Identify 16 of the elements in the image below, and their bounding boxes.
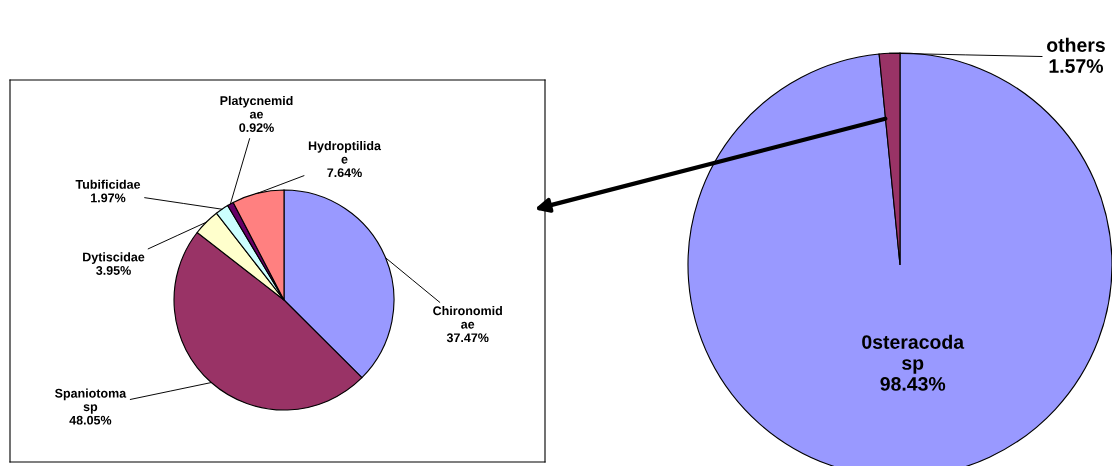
data-label: 1.97% (91, 193, 126, 203)
data-label: 98.43% (880, 377, 946, 391)
slice-label: Platycnemid ae (220, 95, 293, 119)
slice-label: Hydroptilida e (308, 141, 382, 164)
slice-label: Spaniotoma sp (54, 388, 127, 414)
slice-label: Dytiscidae (83, 252, 145, 264)
data-label: 7.64% (327, 168, 362, 178)
slice-label: 0steracoda sp (862, 334, 965, 374)
slice-label: Chironomid ae (433, 306, 502, 329)
data-label: 0.92% (239, 123, 274, 133)
data-label: 1.57% (1049, 59, 1104, 73)
data-label: 37.47% (446, 333, 489, 343)
data-label: 3.95% (96, 266, 131, 275)
slice-label: Tubificidae (75, 179, 141, 189)
data-label: 48.05% (69, 415, 112, 425)
slice-label: others (1047, 37, 1105, 52)
